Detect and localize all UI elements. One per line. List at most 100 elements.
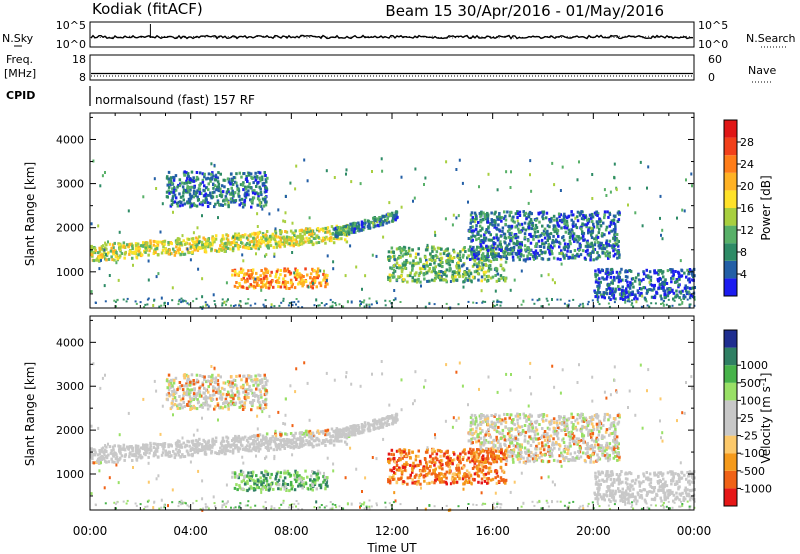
- velocity-cell: [192, 448, 196, 452]
- power-cell: [291, 236, 294, 240]
- power-cell: [634, 276, 638, 280]
- velocity-cell: [162, 447, 165, 451]
- velocity-cell: [272, 439, 275, 443]
- velocity-cell: [383, 421, 387, 425]
- freq-tick-top: 18: [72, 53, 86, 66]
- power-cell: [316, 276, 319, 280]
- power-cell: [117, 278, 120, 282]
- power-cell: [561, 236, 564, 240]
- power-cell: [603, 210, 607, 214]
- power-cell: [284, 220, 287, 224]
- velocity-cell: [110, 449, 113, 453]
- power-cell: [469, 249, 473, 253]
- power-cell: [564, 253, 567, 257]
- power-cell: [353, 222, 357, 225]
- power-cell: [598, 241, 601, 245]
- power-cell: [302, 275, 305, 278]
- power-cell: [467, 237, 470, 240]
- power-cell: [655, 271, 658, 275]
- power-cell: [147, 297, 150, 300]
- power-cell: [313, 280, 317, 284]
- power-cell: [380, 157, 383, 161]
- power-cell: [571, 237, 575, 241]
- power-cell: [178, 237, 181, 241]
- power-cell: [438, 246, 442, 250]
- power-cell: [98, 267, 101, 271]
- velocity-cell: [265, 476, 268, 480]
- power-cell: [432, 245, 435, 249]
- power-cell: [215, 173, 218, 177]
- velocity-cell: [326, 433, 329, 437]
- velocity-cell: [123, 458, 126, 462]
- power-cell: [421, 267, 424, 271]
- power-cell: [531, 255, 535, 259]
- power-cell: [225, 190, 229, 194]
- power-cell: [279, 285, 283, 289]
- velocity-cell: [341, 430, 345, 434]
- power-cell: [559, 298, 562, 301]
- power-cell: [206, 303, 209, 306]
- velocity-cell: [315, 437, 318, 441]
- power-cell: [309, 272, 313, 276]
- power-cell: [333, 227, 336, 231]
- power-cell: [479, 211, 483, 214]
- power-cell: [350, 180, 353, 184]
- power-cell: [483, 259, 486, 262]
- power-cell: [229, 197, 233, 201]
- power-cell: [245, 246, 249, 250]
- power-colorbar-tick-label: 20: [740, 180, 754, 193]
- power-cell: [486, 245, 490, 249]
- power-cell: [199, 306, 202, 309]
- velocity-cell: [344, 427, 348, 431]
- velocity-cell: [279, 433, 283, 437]
- power-cell: [603, 213, 606, 217]
- velocity-cell: [289, 438, 292, 442]
- power-cell: [169, 176, 173, 180]
- power-cell: [160, 304, 163, 307]
- power-cell: [499, 257, 503, 261]
- power-cell: [257, 238, 261, 242]
- velocity-cell: [301, 486, 304, 490]
- power-cell: [267, 281, 271, 285]
- velocity-cell: [221, 444, 224, 448]
- power-cell: [413, 196, 416, 200]
- power-cell: [397, 275, 400, 279]
- power-cell: [439, 252, 442, 256]
- power-cell: [679, 274, 683, 278]
- power-cell: [495, 254, 498, 258]
- power-cell: [357, 229, 360, 232]
- velocity-cell: [304, 442, 307, 446]
- power-cell: [240, 241, 243, 245]
- power-cell: [180, 297, 183, 300]
- velocity-cell: [222, 448, 225, 452]
- velocity-cell: [161, 444, 164, 448]
- velocity-cell: [182, 455, 185, 459]
- power-cell: [589, 251, 592, 255]
- velocity-cell: [149, 444, 152, 448]
- power-cell: [231, 273, 234, 277]
- power-cell: [597, 287, 600, 290]
- power-cell: [336, 234, 339, 238]
- power-cell: [326, 254, 329, 258]
- power-cell: [289, 229, 293, 233]
- power-cell: [615, 237, 618, 240]
- power-cell: [240, 201, 243, 205]
- power-cell: [220, 184, 224, 188]
- power-cell: [282, 299, 285, 302]
- power-cell: [360, 301, 363, 304]
- power-cell: [277, 276, 281, 280]
- power-cell: [482, 218, 485, 222]
- power-cell: [112, 249, 115, 253]
- power-cell: [359, 182, 362, 186]
- power-cell: [198, 183, 201, 187]
- power-cell: [661, 237, 664, 241]
- velocity-cell: [143, 452, 146, 456]
- velocity-cell: [295, 438, 298, 442]
- power-cell: [153, 299, 156, 302]
- power-cell: [497, 237, 500, 241]
- power-cell: [556, 257, 560, 261]
- velocity-cell: [348, 427, 351, 431]
- power-cell: [611, 291, 614, 295]
- velocity-cell: [256, 446, 260, 450]
